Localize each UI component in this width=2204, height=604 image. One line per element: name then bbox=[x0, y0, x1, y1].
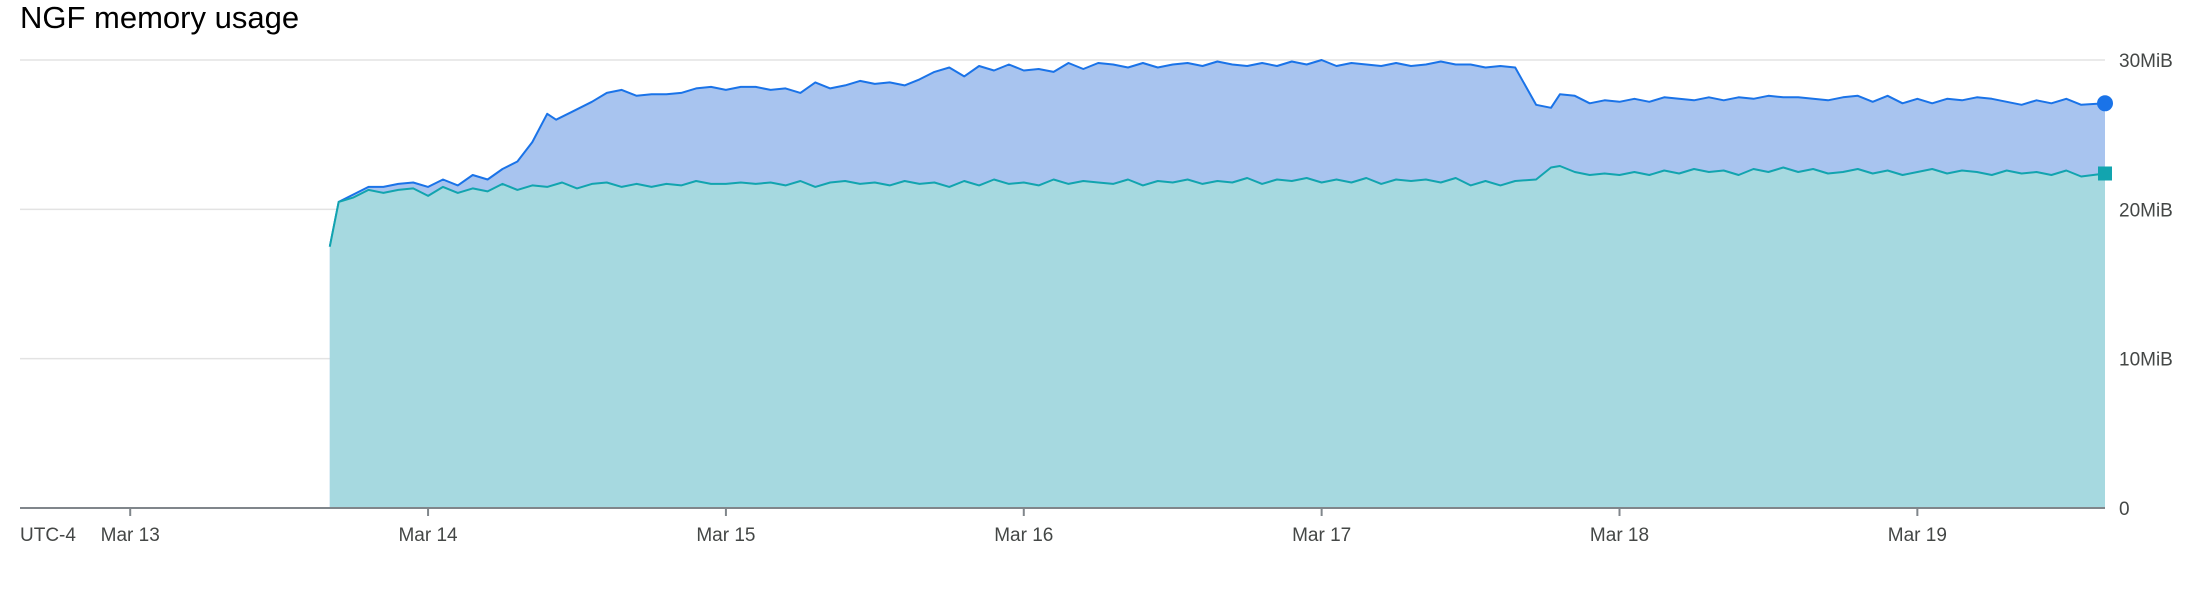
y-axis-ticks: 0 10MiB 20MiB 30MiB bbox=[2119, 51, 2173, 520]
y-tick-label: 10MiB bbox=[2119, 350, 2173, 371]
series-areas bbox=[328, 59, 2106, 508]
x-tick-label: Mar 14 bbox=[398, 525, 458, 546]
timezone-label: UTC-4 bbox=[20, 525, 76, 546]
series-1-line bbox=[328, 59, 2106, 247]
x-tick-label: Mar 16 bbox=[994, 525, 1053, 546]
x-axis-ticks: Mar 13 Mar 14 Mar 15 Mar 16 Mar 17 Mar 18 Mar … bbox=[101, 508, 1947, 546]
chart-title: NGF memory usage bbox=[20, 0, 300, 35]
x-tick-label: Mar 18 bbox=[1590, 525, 1649, 546]
x-tick-label: Mar 19 bbox=[1888, 525, 1947, 546]
y-tick-label: 0 bbox=[2119, 499, 2130, 520]
series-2-line bbox=[328, 165, 2106, 247]
series-2-area bbox=[329, 166, 2105, 508]
x-tick-label: Mar 15 bbox=[696, 525, 755, 546]
y-tick-label: 30MiB bbox=[2119, 51, 2173, 72]
series-2-end-marker[interactable] bbox=[2098, 166, 2112, 181]
y-tick-label: 20MiB bbox=[2119, 200, 2173, 221]
x-tick-label: Mar 17 bbox=[1292, 525, 1351, 546]
x-tick-label: Mar 13 bbox=[101, 525, 160, 546]
series-end-markers bbox=[2097, 95, 2113, 181]
series-1-end-marker[interactable] bbox=[2097, 95, 2113, 112]
